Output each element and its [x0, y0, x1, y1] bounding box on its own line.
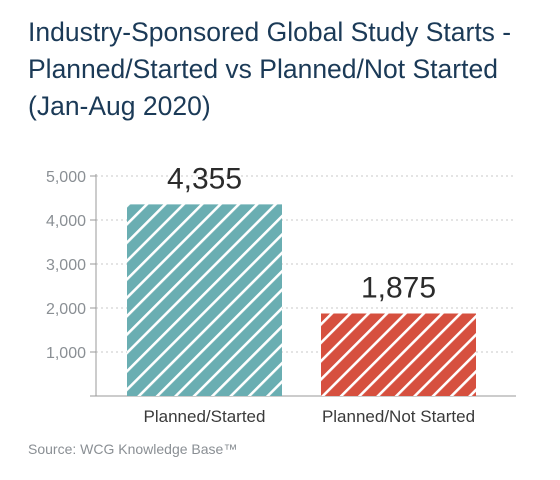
x-category-label: Planned/Not Started [322, 407, 475, 426]
y-tick-label: 1,000 [46, 345, 86, 362]
y-tick-label: 2,000 [46, 301, 86, 318]
chart-title-line-1: Industry-Sponsored Global Study Starts - [28, 17, 512, 47]
data-label: 4,355 [167, 162, 242, 195]
y-tick-label: 5,000 [46, 169, 86, 186]
bar-planned-not-started [321, 313, 476, 396]
chart-title-line-3: (Jan-Aug 2020) [28, 91, 211, 121]
bar-planned-started [127, 204, 282, 396]
source-note: Source: WCG Knowledge Base™ [28, 441, 238, 457]
x-category-label: Planned/Started [144, 407, 266, 426]
chart-title: Industry-Sponsored Global Study Starts -… [28, 14, 548, 125]
data-label: 1,875 [361, 272, 436, 305]
y-tick-label: 3,000 [46, 257, 86, 274]
y-tick-label: 4,000 [46, 213, 86, 230]
chart-title-line-2: Planned/Started vs Planned/Not Started [28, 54, 498, 84]
